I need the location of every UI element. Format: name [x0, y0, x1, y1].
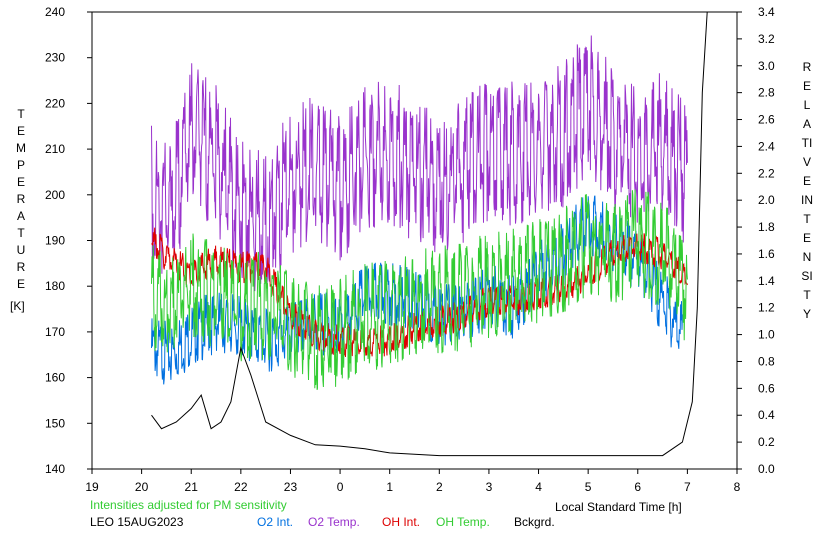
y-left-tick-label: 150 — [45, 416, 65, 430]
sensitivity-note: Intensities adjusted for PM sensitivity — [90, 498, 287, 512]
y-right-tick-label: 3.2 — [758, 32, 775, 46]
legend-oh-temp: OH Temp. — [436, 515, 490, 529]
y-right-tick-label: 2.0 — [758, 193, 775, 207]
y-left-tick-label: 240 — [45, 5, 65, 19]
y-right-tick-label: 2.8 — [758, 86, 775, 100]
x-tick-label: 4 — [535, 480, 542, 494]
y-right-tick-label: 2.6 — [758, 113, 775, 127]
x-tick-label: 0 — [337, 480, 344, 494]
series-line-o2-int — [151, 195, 683, 385]
legend-oh-int: OH Int. — [382, 515, 421, 529]
x-tick-label: 23 — [284, 480, 298, 494]
x-tick-label: 5 — [585, 480, 592, 494]
y-right-tick-label: 1.0 — [758, 328, 775, 342]
y-left-tick-label: 160 — [45, 371, 65, 385]
y-left-tick-label: 180 — [45, 279, 65, 293]
x-tick-label: 21 — [185, 480, 199, 494]
y-right-axis-label: RELATIVE INTENSITY — [801, 60, 813, 321]
y-right-tick-label: 0.8 — [758, 354, 775, 368]
series-line-o2-temp — [151, 35, 688, 292]
x-tick-label: 3 — [486, 480, 493, 494]
x-tick-label: 1 — [386, 480, 393, 494]
y-left-tick-label: 190 — [45, 234, 65, 248]
y-right-tick-label: 1.2 — [758, 301, 775, 315]
station-date: LEO 15AUG2023 — [90, 515, 184, 529]
series-line-bckgrd — [151, 11, 708, 457]
y-left-tick-label: 210 — [45, 142, 65, 156]
x-tick-label: 19 — [85, 480, 99, 494]
x-axis-label: Local Standard Time [h] — [555, 500, 682, 514]
y-right-tick-label: 2.2 — [758, 166, 775, 180]
y-left-axis-label: TEMPERATURE — [16, 107, 26, 291]
y-right-tick-label: 0.6 — [758, 381, 775, 395]
y-right-tick-label: 1.6 — [758, 247, 775, 261]
x-tick-label: 20 — [135, 480, 149, 494]
y-left-tick-label: 200 — [45, 188, 65, 202]
y-left-axis-unit: [K] — [10, 299, 25, 313]
x-tick-label: 8 — [734, 480, 741, 494]
y-left-tick-label: 140 — [45, 462, 65, 476]
y-left-tick-label: 220 — [45, 96, 65, 110]
y-right-tick-label: 1.8 — [758, 220, 775, 234]
y-right-tick-label: 1.4 — [758, 274, 775, 288]
x-tick-label: 7 — [684, 480, 691, 494]
y-left-tick-label: 170 — [45, 325, 65, 339]
y-right-tick-label: 0.2 — [758, 435, 775, 449]
x-tick-label: 2 — [436, 480, 443, 494]
y-right-tick-label: 2.4 — [758, 139, 775, 153]
y-right-tick-label: 0.0 — [758, 462, 775, 476]
x-tick-label: 6 — [634, 480, 641, 494]
y-right-tick-label: 0.4 — [758, 408, 775, 422]
series-line-oh-temp — [151, 189, 688, 391]
y-right-tick-label: 3.0 — [758, 59, 775, 73]
x-tick-label: 22 — [234, 480, 248, 494]
legend-bckgrd: Bckgrd. — [514, 515, 555, 529]
y-left-tick-label: 230 — [45, 51, 65, 65]
legend-o2-temp: O2 Temp. — [308, 515, 360, 529]
legend-o2-int: O2 Int. — [257, 515, 294, 529]
y-right-tick-label: 3.4 — [758, 5, 775, 19]
